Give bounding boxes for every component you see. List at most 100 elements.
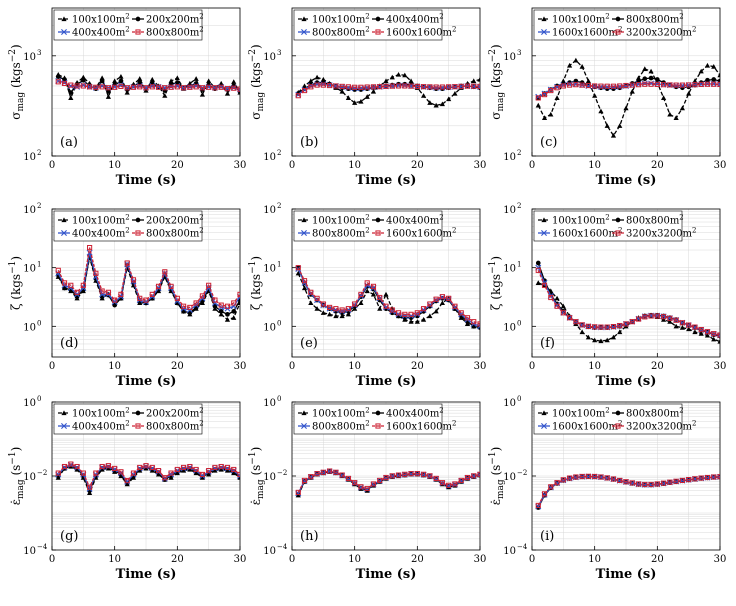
plot-frame bbox=[291, 208, 481, 358]
legend-marker bbox=[375, 230, 381, 236]
data-point bbox=[629, 319, 635, 325]
data-point bbox=[352, 480, 358, 486]
data-point bbox=[174, 466, 180, 473]
data-point bbox=[617, 123, 623, 128]
legend-label: 400x400m2 bbox=[386, 407, 444, 420]
legend-marker bbox=[615, 410, 621, 416]
series-line bbox=[537, 59, 720, 137]
data-point bbox=[554, 85, 560, 91]
data-point bbox=[567, 82, 573, 88]
legend-label: 100x100m2 bbox=[312, 407, 370, 420]
legend-label: 100x100m2 bbox=[552, 214, 610, 227]
x-axis-label: Time (s) bbox=[356, 374, 417, 389]
series-3 bbox=[535, 473, 720, 509]
y-tick-exponent: 0 bbox=[37, 319, 41, 327]
data-point bbox=[604, 337, 610, 343]
legend-label: 200x200m2 bbox=[146, 13, 204, 26]
data-point bbox=[162, 269, 168, 275]
data-point bbox=[654, 313, 660, 319]
data-point bbox=[439, 294, 445, 300]
data-point bbox=[74, 289, 80, 295]
data-point bbox=[87, 244, 93, 251]
data-point bbox=[711, 64, 717, 69]
data-point bbox=[692, 324, 698, 330]
data-point bbox=[402, 471, 408, 477]
y-tick-exponent: −2 bbox=[37, 469, 47, 477]
legend-marker bbox=[301, 16, 307, 22]
data-point bbox=[629, 480, 635, 486]
data-point bbox=[414, 310, 420, 316]
x-tick-label: 0 bbox=[289, 160, 295, 171]
data-point bbox=[118, 83, 124, 89]
data-point bbox=[661, 480, 667, 486]
data-point bbox=[314, 306, 320, 311]
series-line bbox=[57, 252, 240, 311]
data-point bbox=[174, 80, 180, 85]
data-point bbox=[686, 90, 692, 96]
y-tick-label: 10 bbox=[263, 52, 276, 63]
data-point bbox=[333, 313, 339, 319]
data-point bbox=[439, 300, 445, 306]
data-point bbox=[314, 82, 320, 88]
y-tick-exponent: 3 bbox=[517, 49, 521, 57]
data-point bbox=[86, 249, 93, 256]
data-point bbox=[370, 84, 377, 90]
data-point bbox=[339, 472, 345, 478]
data-point bbox=[592, 324, 598, 330]
legend-box bbox=[53, 403, 203, 435]
y-tick-exponent: 2 bbox=[517, 149, 521, 157]
y-axis-label: ζ (kgs−1) bbox=[8, 256, 23, 310]
data-point bbox=[635, 316, 642, 322]
data-point bbox=[585, 473, 591, 479]
data-point bbox=[585, 78, 591, 84]
y-tick-exponent: 0 bbox=[277, 319, 281, 327]
y-tick-label: 10 bbox=[503, 152, 516, 163]
data-point bbox=[199, 471, 205, 478]
data-point bbox=[218, 84, 224, 90]
data-point bbox=[168, 470, 174, 476]
x-tick-label: 10 bbox=[588, 554, 601, 565]
data-point bbox=[452, 90, 458, 96]
data-point bbox=[327, 304, 333, 311]
data-point bbox=[149, 291, 155, 297]
data-point bbox=[717, 81, 720, 88]
y-tick-exponent: −4 bbox=[37, 543, 48, 551]
data-point bbox=[237, 471, 240, 478]
data-point bbox=[698, 327, 704, 333]
x-tick-label: 10 bbox=[108, 554, 121, 565]
data-point bbox=[149, 76, 155, 82]
data-point bbox=[80, 83, 86, 89]
series-line bbox=[297, 470, 480, 494]
data-point bbox=[661, 95, 667, 100]
data-point bbox=[629, 88, 635, 94]
data-point bbox=[193, 76, 199, 81]
data-point bbox=[623, 82, 629, 89]
data-point bbox=[573, 57, 579, 63]
legend-box bbox=[293, 210, 443, 242]
data-point bbox=[610, 83, 617, 89]
y-tick-label: 10 bbox=[503, 322, 516, 333]
data-point bbox=[592, 83, 598, 89]
y-tick-exponent: 2 bbox=[517, 202, 521, 210]
data-point bbox=[402, 311, 408, 317]
data-point bbox=[421, 471, 427, 477]
data-point bbox=[193, 84, 199, 90]
data-point bbox=[224, 90, 231, 96]
legend-marker bbox=[61, 29, 67, 35]
data-point bbox=[224, 86, 231, 92]
data-point bbox=[68, 90, 74, 95]
data-point bbox=[93, 270, 99, 276]
legend-label: 400x400m2 bbox=[72, 227, 130, 240]
series-line bbox=[297, 84, 480, 97]
series-line bbox=[297, 470, 480, 493]
legend-label: 100x100m2 bbox=[552, 407, 610, 420]
data-point bbox=[377, 306, 383, 311]
legend-label: 400x400m2 bbox=[386, 214, 444, 227]
y-tick-label: 10 bbox=[503, 205, 516, 216]
data-point bbox=[193, 466, 199, 473]
data-point bbox=[389, 307, 395, 313]
x-tick-label: 0 bbox=[49, 554, 55, 565]
